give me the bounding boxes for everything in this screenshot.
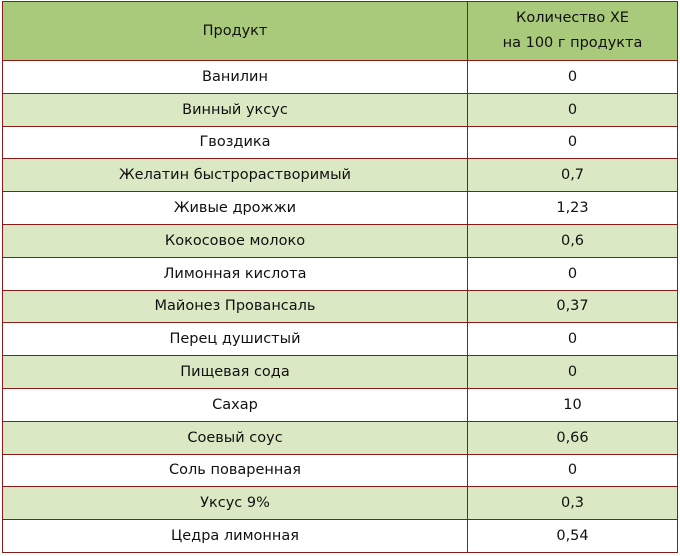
table-row: Лимонная кислота 0 (2, 256, 678, 291)
cell-product: Желатин быстрорастворимый (2, 158, 468, 193)
table-row: Живые дрожжи 1,23 (2, 191, 678, 225)
cell-product: Цедра лимонная (2, 519, 468, 553)
cell-product: Перец душистый (2, 322, 468, 357)
cell-xe: 10 (467, 387, 678, 422)
table-row: Винный уксус 0 (2, 92, 678, 127)
cell-xe: 0,7 (467, 158, 678, 193)
cell-xe: 0,6 (467, 223, 678, 258)
table-row: Перец душистый 0 (2, 322, 678, 357)
cell-xe: 0,66 (467, 420, 678, 455)
cell-xe: 0 (467, 125, 678, 160)
cell-product: Лимонная кислота (2, 256, 468, 291)
header-xe-line2: на 100 г продукта (502, 35, 643, 51)
table-row: Соевый соус 0,66 (2, 420, 678, 455)
cell-xe: 0 (467, 60, 678, 94)
table-row: Сахар 10 (2, 387, 678, 422)
cell-product: Гвоздика (2, 125, 468, 160)
table-row: Уксус 9% 0,3 (2, 486, 678, 521)
table-row: Желатин быстрорастворимый 0,7 (2, 158, 678, 193)
table-row: Майонез Провансаль 0,37 (2, 289, 678, 324)
header-row: Продукт Количество ХЕ на 100 г продукта (2, 1, 678, 61)
cell-product: Ванилин (2, 60, 468, 94)
cell-product: Сахар (2, 387, 468, 422)
table-body: Ванилин 0 Винный уксус 0 Гвоздика 0 Жела… (2, 60, 678, 553)
table-row: Кокосовое молоко 0,6 (2, 223, 678, 258)
header-xe-line1: Количество ХЕ (516, 10, 629, 26)
table-row: Цедра лимонная 0,54 (2, 519, 678, 553)
header-xe: Количество ХЕ на 100 г продукта (467, 1, 678, 61)
cell-xe: 0,37 (467, 289, 678, 324)
cell-xe: 1,23 (467, 191, 678, 225)
cell-product: Соевый соус (2, 420, 468, 455)
cell-product: Майонез Провансаль (2, 289, 468, 324)
cell-xe: 0 (467, 256, 678, 291)
table-header: Продукт Количество ХЕ на 100 г продукта (2, 1, 678, 61)
cell-product: Живые дрожжи (2, 191, 468, 225)
table-row: Соль поваренная 0 (2, 453, 678, 488)
table-row: Ванилин 0 (2, 60, 678, 94)
cell-product: Соль поваренная (2, 453, 468, 488)
cell-product: Кокосовое молоко (2, 223, 468, 258)
header-product: Продукт (2, 1, 468, 61)
cell-xe: 0 (467, 322, 678, 357)
table-row: Гвоздика 0 (2, 125, 678, 160)
cell-xe: 0,3 (467, 486, 678, 521)
cell-xe: 0,54 (467, 519, 678, 553)
cell-xe: 0 (467, 453, 678, 488)
cell-product: Пищевая сода (2, 355, 468, 389)
cell-product: Уксус 9% (2, 486, 468, 521)
cell-product: Винный уксус (2, 92, 468, 127)
cell-xe: 0 (467, 355, 678, 389)
cell-xe: 0 (467, 92, 678, 127)
table-row: Пищевая сода 0 (2, 355, 678, 389)
